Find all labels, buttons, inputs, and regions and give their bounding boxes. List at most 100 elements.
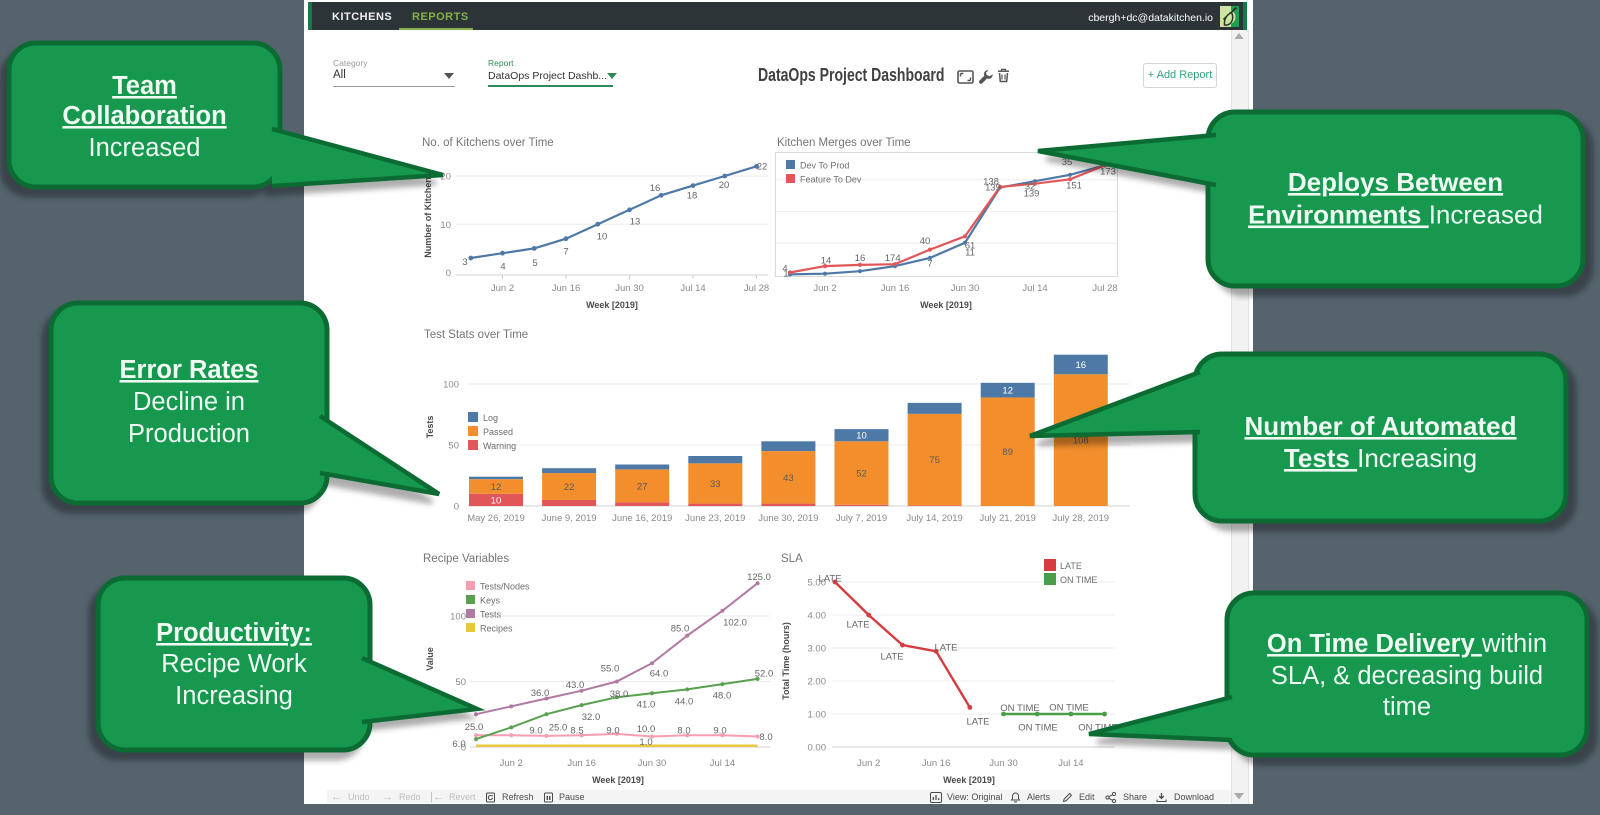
svg-text:10: 10 — [597, 232, 608, 243]
svg-text:40: 40 — [920, 236, 931, 247]
svg-text:LATE: LATE — [1060, 561, 1082, 571]
svg-text:1: 1 — [783, 269, 788, 280]
svg-text:time: time — [1383, 693, 1431, 721]
svg-text:ON TIME: ON TIME — [1060, 575, 1097, 585]
svg-text:Jun 30: Jun 30 — [615, 283, 644, 294]
svg-text:22: 22 — [564, 482, 575, 493]
svg-text:Jun 2: Jun 2 — [491, 283, 514, 294]
svg-text:9.0: 9.0 — [606, 726, 619, 737]
svg-text:102.0: 102.0 — [723, 618, 747, 629]
svg-text:Error Rates: Error Rates — [120, 356, 259, 384]
svg-text:Environments Increased: Environments Increased — [1248, 200, 1543, 230]
svg-text:Jul 28: Jul 28 — [1092, 283, 1117, 294]
svg-text:Log: Log — [483, 413, 498, 423]
svg-text:Week [2019]: Week [2019] — [943, 775, 995, 785]
svg-text:Production: Production — [128, 420, 250, 448]
svg-text:0: 0 — [446, 268, 451, 279]
svg-text:Increasing: Increasing — [175, 682, 293, 710]
svg-text:Week [2019]: Week [2019] — [586, 300, 638, 310]
svg-text:Recipe Variables: Recipe Variables — [423, 553, 509, 565]
svg-text:10: 10 — [440, 220, 451, 231]
svg-text:14: 14 — [821, 256, 832, 267]
svg-text:Total Time (hours): Total Time (hours) — [781, 622, 791, 700]
svg-text:June 23, 2019: June 23, 2019 — [685, 513, 745, 524]
svg-text:125.0: 125.0 — [747, 572, 771, 583]
svg-text:55.0: 55.0 — [601, 664, 620, 675]
svg-text:138: 138 — [983, 177, 999, 188]
svg-text:4: 4 — [782, 264, 787, 275]
svg-text:July 28, 2019: July 28, 2019 — [1053, 513, 1110, 524]
svg-text:Jun 2: Jun 2 — [857, 758, 880, 769]
svg-text:4.00: 4.00 — [808, 611, 827, 622]
svg-text:139: 139 — [1024, 189, 1040, 200]
svg-text:Team: Team — [112, 72, 177, 100]
svg-text:13: 13 — [630, 217, 641, 228]
svg-text:Tests Increasing: Tests Increasing — [1284, 443, 1477, 473]
svg-text:9.0: 9.0 — [713, 726, 726, 737]
svg-text:Jun 2: Jun 2 — [813, 283, 836, 294]
svg-text:25.0: 25.0 — [549, 723, 568, 734]
svg-text:85.0: 85.0 — [671, 624, 690, 635]
svg-text:ON TIME: ON TIME — [1078, 723, 1117, 734]
svg-text:52.0: 52.0 — [755, 669, 774, 680]
svg-text:Jun 16: Jun 16 — [552, 283, 581, 294]
svg-text:Jul 14: Jul 14 — [710, 758, 735, 769]
svg-text:139: 139 — [985, 183, 1001, 194]
svg-text:Kitchen Merges over Time: Kitchen Merges over Time — [777, 137, 911, 149]
svg-text:9.0: 9.0 — [529, 726, 542, 737]
svg-text:Recipes: Recipes — [480, 624, 513, 634]
svg-text:Tests: Tests — [425, 416, 435, 439]
svg-text:June 16, 2019: June 16, 2019 — [612, 513, 672, 524]
svg-text:Jun 16: Jun 16 — [881, 283, 910, 294]
svg-text:89: 89 — [1002, 447, 1013, 458]
svg-text:Number of Kitchens: Number of Kitchens — [423, 172, 433, 258]
svg-text:75: 75 — [929, 455, 940, 466]
svg-text:5.00: 5.00 — [808, 578, 827, 589]
svg-text:LATE: LATE — [934, 643, 957, 654]
svg-text:Jul 28: Jul 28 — [744, 283, 769, 294]
svg-text:LATE: LATE — [880, 652, 903, 663]
svg-text:June 9, 2019: June 9, 2019 — [542, 513, 597, 524]
svg-text:12: 12 — [491, 482, 502, 493]
svg-text:Dev To Prod: Dev To Prod — [800, 161, 849, 171]
svg-text:173: 173 — [1100, 167, 1116, 178]
svg-text:38.0: 38.0 — [610, 689, 629, 700]
svg-text:Increased: Increased — [89, 134, 201, 162]
svg-text:July 14, 2019: July 14, 2019 — [906, 513, 963, 524]
svg-text:Collaboration: Collaboration — [62, 102, 226, 130]
svg-text:Jul 14: Jul 14 — [1022, 283, 1047, 294]
svg-text:20: 20 — [440, 172, 451, 183]
svg-text:Jul 14: Jul 14 — [680, 283, 705, 294]
svg-text:35: 35 — [1062, 157, 1073, 168]
svg-text:Jun 2: Jun 2 — [500, 758, 523, 769]
svg-text:10: 10 — [856, 431, 867, 442]
svg-text:SLA: SLA — [781, 553, 803, 565]
svg-text:27: 27 — [637, 481, 648, 492]
svg-text:1.00: 1.00 — [808, 710, 827, 721]
svg-text:2.00: 2.00 — [808, 677, 827, 688]
svg-text:Deploys Between: Deploys Between — [1288, 167, 1503, 197]
svg-text:Feature To Dev: Feature To Dev — [800, 175, 862, 185]
svg-text:16: 16 — [1076, 360, 1087, 371]
svg-text:17: 17 — [885, 253, 896, 264]
svg-text:8.0: 8.0 — [759, 732, 772, 743]
svg-text:44.0: 44.0 — [675, 697, 694, 708]
svg-text:7: 7 — [927, 259, 932, 270]
svg-text:108: 108 — [1073, 436, 1089, 447]
svg-text:16: 16 — [650, 183, 661, 194]
svg-text:June 30, 2019: June 30, 2019 — [758, 513, 818, 524]
svg-text:10: 10 — [491, 495, 502, 506]
svg-text:Passed: Passed — [483, 427, 513, 437]
svg-text:Week [2019]: Week [2019] — [592, 775, 644, 785]
svg-text:33: 33 — [710, 479, 721, 490]
svg-text:16: 16 — [855, 253, 866, 264]
svg-text:64.0: 64.0 — [650, 669, 669, 680]
svg-text:4: 4 — [895, 253, 900, 264]
svg-text:50: 50 — [455, 677, 466, 688]
svg-text:25.0: 25.0 — [465, 722, 484, 733]
svg-text:Warning: Warning — [483, 441, 516, 451]
svg-text:61: 61 — [965, 241, 976, 252]
svg-text:Recipe Work: Recipe Work — [161, 650, 307, 678]
svg-text:Productivity:: Productivity: — [156, 619, 312, 647]
svg-text:Jun 30: Jun 30 — [638, 758, 667, 769]
